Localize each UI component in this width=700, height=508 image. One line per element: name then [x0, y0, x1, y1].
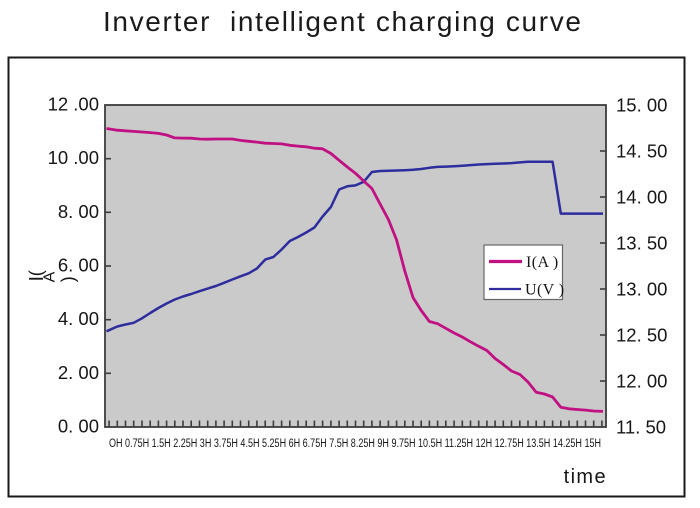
- svg-text:Inverter intelligent charging: Inverter intelligent charging curve: [103, 6, 583, 37]
- svg-text:15. 00: 15. 00: [616, 95, 667, 116]
- svg-text:14. 00: 14. 00: [616, 187, 667, 208]
- svg-text:8. 00: 8. 00: [58, 201, 99, 222]
- svg-text:OH 0.75H 1.5H 2.25H 3H 3.75H 4: OH 0.75H 1.5H 2.25H 3H 3.75H 4.5H 5.25H …: [109, 438, 601, 450]
- svg-text:11. 50: 11. 50: [616, 417, 666, 438]
- svg-text:12. 00: 12. 00: [616, 371, 667, 392]
- svg-text:(: (: [26, 270, 46, 276]
- svg-text:12 .00: 12 .00: [48, 94, 99, 115]
- svg-text:U(V ): U(V ): [525, 282, 564, 299]
- svg-text:6. 00: 6. 00: [58, 255, 99, 276]
- svg-text:): ): [58, 276, 78, 282]
- svg-text:2. 00: 2. 00: [58, 362, 99, 383]
- svg-text:10 .00: 10 .00: [48, 147, 99, 168]
- svg-text:A: A: [42, 271, 59, 282]
- svg-text:4. 00: 4. 00: [58, 308, 99, 329]
- svg-text:0. 00: 0. 00: [58, 416, 99, 437]
- svg-text:13. 00: 13. 00: [616, 279, 667, 300]
- svg-text:I: I: [26, 276, 48, 282]
- svg-text:14. 50: 14. 50: [616, 141, 667, 162]
- svg-text:time: time: [564, 466, 607, 488]
- svg-text:12. 50: 12. 50: [616, 325, 667, 346]
- svg-text:I(A ): I(A ): [526, 254, 559, 271]
- svg-text:13. 50: 13. 50: [616, 233, 667, 254]
